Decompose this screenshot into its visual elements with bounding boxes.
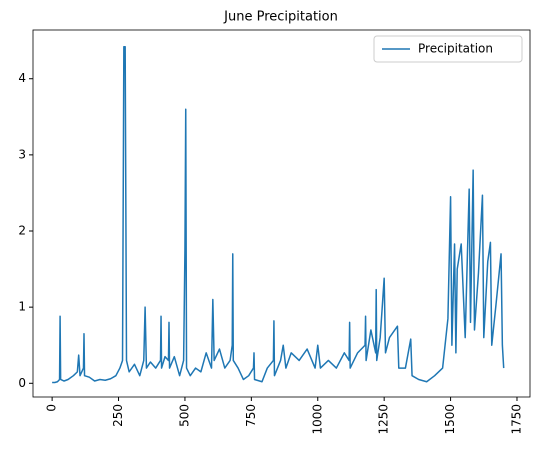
x-tick-label: 1250 xyxy=(377,404,391,435)
plot-frame xyxy=(32,29,531,398)
y-tick-label: 3 xyxy=(18,147,26,161)
x-tick-label: 250 xyxy=(111,404,125,427)
legend-label: Precipitation xyxy=(418,42,493,56)
y-tick-label: 2 xyxy=(18,224,26,238)
line xyxy=(52,46,505,384)
x-tick-label: 1500 xyxy=(443,404,457,435)
x-tick-label: 1000 xyxy=(310,404,324,435)
chart-title: June Precipitation xyxy=(223,10,338,25)
y-tick-label: 4 xyxy=(18,71,26,85)
y-tick-label: 1 xyxy=(18,300,26,314)
x-tick-label: 750 xyxy=(244,404,258,427)
x-tick-label: 500 xyxy=(177,404,191,427)
x-tick-label: 1750 xyxy=(509,404,523,435)
y-tick-label: 0 xyxy=(18,376,26,390)
x-tick-label: 0 xyxy=(45,404,59,412)
legend-box xyxy=(373,35,523,63)
